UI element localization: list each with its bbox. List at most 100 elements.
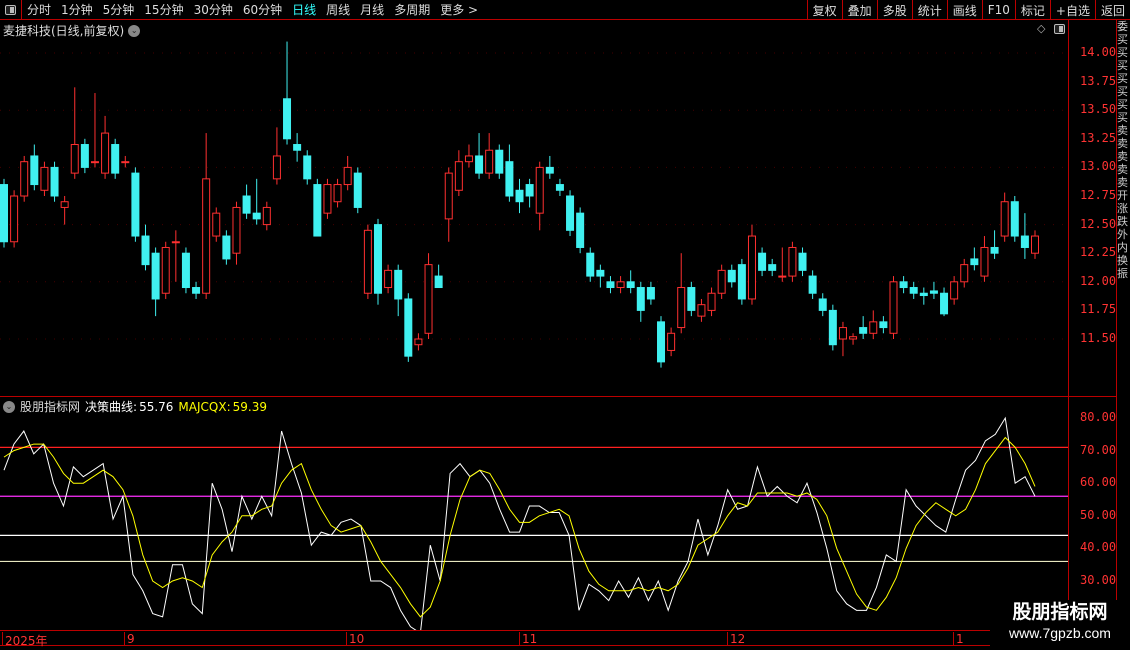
candle	[940, 287, 949, 317]
candle	[950, 276, 959, 305]
tab-period-6[interactable]: 日线	[292, 3, 317, 17]
candle	[353, 167, 362, 214]
chevron-down-icon[interactable]: ⌄	[128, 24, 141, 37]
candle	[373, 218, 382, 305]
line1-value: 55.76	[139, 399, 174, 414]
candle	[485, 133, 494, 179]
line2-label: MAJCQX:	[178, 399, 231, 414]
candle	[859, 316, 868, 339]
chart-canvas[interactable]	[0, 0, 1068, 630]
candle	[929, 281, 938, 299]
diamond-icon[interactable]: ◇	[1037, 22, 1046, 35]
candle	[30, 144, 39, 191]
candle	[272, 127, 281, 185]
candle	[202, 133, 211, 299]
price-tick-label: 13.00	[1080, 159, 1117, 174]
tab-period-2[interactable]: 5分钟	[102, 3, 135, 17]
candle	[818, 293, 827, 317]
tab-period-5[interactable]: 60分钟	[242, 3, 283, 17]
toolbar-button-6[interactable]: 标记	[1014, 0, 1050, 20]
toolbar-button-1[interactable]: 叠加	[841, 0, 877, 20]
candle	[586, 247, 595, 282]
date-label: 12	[727, 632, 745, 646]
candle	[636, 281, 645, 322]
tab-period-9[interactable]: 多周期	[394, 3, 431, 17]
candle	[909, 281, 918, 299]
date-axis: 2025年 9 10 11 12 1	[0, 630, 1116, 648]
indicator-tick-label: 30.00	[1080, 573, 1117, 587]
candle	[424, 253, 433, 339]
toolbar-button-7[interactable]: +自选	[1049, 0, 1095, 20]
tab-period-1[interactable]: 1分钟	[61, 3, 93, 17]
candle	[414, 333, 423, 351]
candle	[80, 138, 89, 174]
candle	[454, 150, 463, 196]
line2-value: 59.39	[232, 399, 267, 414]
candle	[131, 167, 140, 242]
toolbar-button-2[interactable]: 多股	[876, 0, 912, 20]
tab-period-3[interactable]: 15分钟	[144, 3, 184, 17]
candle	[657, 316, 666, 368]
candle	[394, 264, 403, 317]
candle	[990, 230, 999, 259]
watermark-title: 股朋指标网	[1012, 601, 1108, 623]
toolbar-button-0[interactable]: 复权	[806, 0, 842, 20]
candle	[828, 304, 837, 351]
candle	[758, 247, 767, 277]
candle	[252, 178, 261, 225]
candle	[171, 230, 180, 282]
candle	[121, 155, 130, 168]
tab-period-7[interactable]: 周线	[326, 3, 351, 17]
candle	[161, 241, 170, 299]
candle	[808, 270, 817, 299]
layout-toggle-button[interactable]	[0, 0, 22, 20]
candle	[869, 310, 878, 339]
candle	[1010, 196, 1019, 242]
candle	[1000, 192, 1009, 242]
candle	[515, 178, 524, 214]
stock-title[interactable]: 麦捷科技(日线,前复权) ⌄	[3, 22, 141, 39]
candle	[60, 196, 69, 225]
candle	[90, 93, 99, 168]
toolbar-button-5[interactable]: F10	[981, 0, 1015, 20]
side-panel-strip[interactable]: 委买买买买买买买卖卖卖卖卖开涨跌外内换振	[1116, 20, 1130, 630]
candle	[20, 155, 29, 202]
date-label: 9	[124, 632, 135, 646]
toolbar-button-8[interactable]: 返回	[1094, 0, 1130, 20]
toolbar-button-4[interactable]: 画线	[946, 0, 982, 20]
candle	[464, 144, 473, 168]
candle	[384, 264, 393, 294]
axis-divider	[1068, 20, 1069, 630]
indicator-name[interactable]: 股朋指标网	[20, 400, 81, 414]
toolbar-button-3[interactable]: 统计	[911, 0, 947, 20]
candle	[525, 178, 534, 208]
candle	[1031, 230, 1039, 259]
panel-icon[interactable]	[1054, 24, 1065, 34]
candle	[404, 293, 413, 362]
candle	[677, 253, 686, 334]
tab-period-0[interactable]: 分时	[27, 3, 52, 17]
chevron-down-icon[interactable]: ⌄	[3, 400, 15, 413]
candle	[747, 224, 756, 305]
candle	[343, 155, 352, 191]
tab-period-10[interactable]: 更多 >	[440, 3, 479, 17]
candle	[70, 87, 79, 179]
tab-period-4[interactable]: 30分钟	[193, 3, 233, 17]
toolbar-actions: 复权 叠加 多股 统计 画线 F10 标记 +自选 返回	[806, 0, 1130, 20]
price-tick-label: 11.50	[1080, 331, 1117, 345]
candle	[889, 276, 898, 339]
candle	[838, 321, 847, 357]
candle	[667, 327, 676, 357]
candle	[323, 178, 332, 219]
candle	[303, 150, 312, 185]
candle	[919, 287, 928, 305]
candle	[151, 247, 160, 317]
date-label: 1	[953, 632, 964, 646]
candle	[616, 276, 625, 294]
tab-period-8[interactable]: 月线	[360, 3, 385, 17]
candle	[0, 178, 8, 248]
candle	[242, 184, 251, 219]
candle	[181, 247, 190, 294]
candle	[444, 167, 453, 242]
watermark: 股朋指标网 www.7gpzb.com	[990, 600, 1130, 650]
